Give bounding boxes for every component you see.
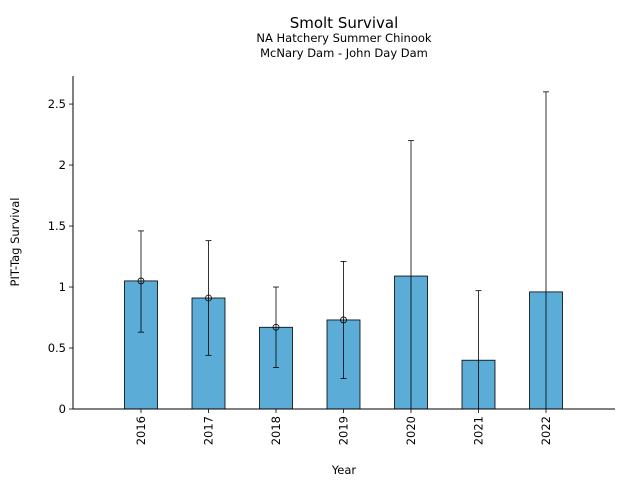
- y-tick-label: 2: [59, 158, 66, 172]
- point-marker-2019: [340, 316, 347, 324]
- y-tick-label: 2.5: [48, 97, 66, 111]
- x-axis-label: Year: [331, 463, 357, 477]
- plot-area: [124, 91, 563, 410]
- x-tick-label: 2020: [404, 416, 418, 445]
- chart-subtitle-line-2: McNary Dam - John Day Dam: [260, 46, 428, 60]
- x-tick-label: 2017: [202, 416, 216, 445]
- y-tick-label: 1: [59, 280, 66, 294]
- chart-title: Smolt Survival: [290, 14, 399, 32]
- x-axis-ticks: 2016 2017 2018 2019 2020 2021 2022: [134, 409, 553, 445]
- y-tick-label: 0.5: [48, 341, 66, 355]
- y-tick-label: 1.5: [48, 219, 66, 233]
- x-tick-label: 2019: [337, 416, 351, 445]
- x-tick-label: 2018: [269, 416, 283, 445]
- x-tick-label: 2021: [472, 416, 486, 445]
- y-axis-ticks: 0 0.5 1 1.5 2 2.5: [48, 97, 73, 416]
- x-tick-label: 2022: [539, 416, 553, 445]
- x-tick-label: 2016: [134, 416, 148, 445]
- point-marker-2017: [205, 294, 212, 302]
- chart-subtitle-line-1: NA Hatchery Summer Chinook: [256, 31, 432, 45]
- point-marker-2016: [137, 277, 145, 285]
- point-marker-2018: [272, 323, 280, 331]
- y-axis-label: PIT-Tag Survival: [8, 198, 22, 287]
- y-tick-label: 0: [59, 402, 66, 416]
